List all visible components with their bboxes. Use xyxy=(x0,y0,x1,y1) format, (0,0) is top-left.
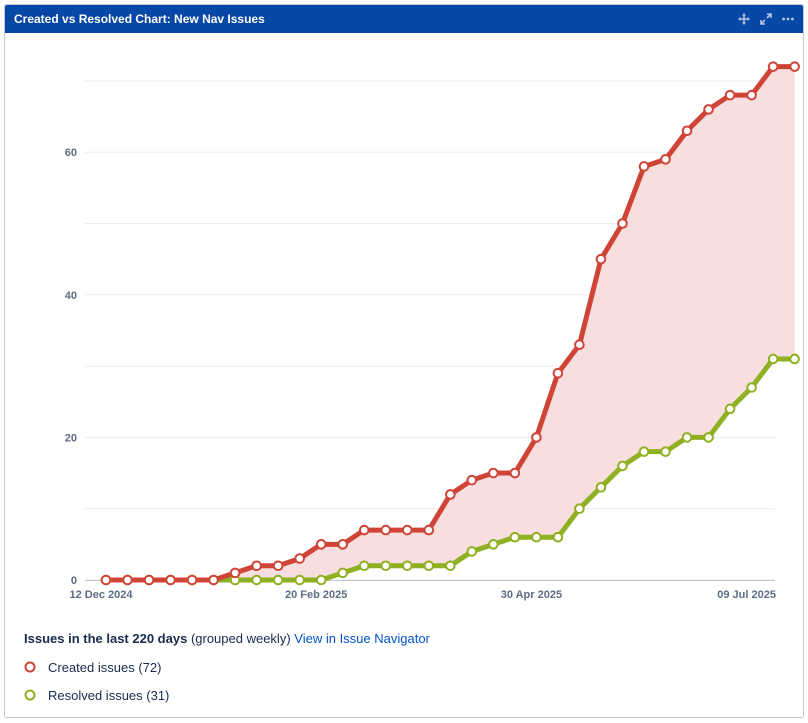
created-point[interactable] xyxy=(229,567,241,579)
created-point[interactable] xyxy=(595,253,607,265)
y-tick-label: 40 xyxy=(65,290,77,302)
created-point[interactable] xyxy=(315,539,327,550)
created-point[interactable] xyxy=(358,524,370,536)
issue-navigator-link[interactable]: View in Issue Navigator xyxy=(294,631,430,646)
created-point[interactable] xyxy=(638,161,650,172)
created-point[interactable] xyxy=(552,367,564,379)
resolved-point[interactable] xyxy=(509,531,521,543)
created-point[interactable] xyxy=(789,61,800,72)
x-tick-label: 20 Feb 2025 xyxy=(285,589,347,601)
resolved-point[interactable] xyxy=(445,560,456,572)
x-tick-label: 09 Jul 2025 xyxy=(717,589,776,601)
resolved-point[interactable] xyxy=(488,539,499,550)
summary-grouping: (grouped weekly) xyxy=(190,631,291,646)
legend-created[interactable]: Created issues (72) xyxy=(24,657,430,677)
created-point[interactable] xyxy=(122,574,133,586)
resolved-marker-icon xyxy=(24,689,36,701)
resolved-point[interactable] xyxy=(466,546,478,557)
created-point[interactable] xyxy=(165,574,176,586)
resolved-point[interactable] xyxy=(423,560,435,572)
created-point[interactable] xyxy=(703,104,714,115)
resolved-point[interactable] xyxy=(595,482,607,493)
resolved-point[interactable] xyxy=(703,432,714,443)
created-point[interactable] xyxy=(617,218,628,229)
created-point[interactable] xyxy=(681,125,693,137)
resolved-point[interactable] xyxy=(767,353,779,365)
created-point[interactable] xyxy=(767,61,779,72)
legend-resolved-label: Resolved issues (31) xyxy=(48,687,170,703)
summary-period: Issues in the last 220 days xyxy=(24,631,188,646)
resolved-point[interactable] xyxy=(294,574,305,586)
created-point[interactable] xyxy=(251,560,262,572)
chart-gadget: Created vs Resolved Chart: New Nav Issue… xyxy=(4,4,804,718)
resolved-point[interactable] xyxy=(724,403,736,415)
chart-summary: Issues in the last 220 days (grouped wee… xyxy=(24,629,430,649)
created-point[interactable] xyxy=(100,574,112,586)
expand-icon[interactable] xyxy=(759,12,773,26)
resolved-point[interactable] xyxy=(337,567,349,579)
y-tick-label: 20 xyxy=(65,432,77,444)
created-point[interactable] xyxy=(509,467,521,479)
legend-area: Issues in the last 220 days (grouped wee… xyxy=(24,629,430,705)
move-icon[interactable] xyxy=(737,12,751,26)
resolved-point[interactable] xyxy=(315,574,327,586)
resolved-point[interactable] xyxy=(272,574,284,586)
created-point[interactable] xyxy=(294,553,305,564)
resolved-point[interactable] xyxy=(251,574,262,586)
created-point[interactable] xyxy=(531,432,542,443)
created-point[interactable] xyxy=(445,489,456,500)
created-point[interactable] xyxy=(574,339,585,351)
created-point[interactable] xyxy=(272,560,284,572)
gadget-header: Created vs Resolved Chart: New Nav Issue… xyxy=(5,5,803,33)
resolved-point[interactable] xyxy=(617,460,628,472)
created-point[interactable] xyxy=(380,524,392,536)
resolved-point[interactable] xyxy=(681,432,693,443)
legend-created-label: Created issues (72) xyxy=(48,659,162,675)
created-point[interactable] xyxy=(143,574,155,586)
y-tick-label: 60 xyxy=(65,147,77,159)
legend-resolved[interactable]: Resolved issues (31) xyxy=(24,685,430,705)
resolved-point[interactable] xyxy=(380,560,392,572)
gridlines xyxy=(85,80,775,581)
resolved-point[interactable] xyxy=(574,503,585,515)
created-marker-icon xyxy=(24,661,36,673)
created-point[interactable] xyxy=(401,524,413,536)
created-resolved-gap-area xyxy=(106,66,795,580)
resolved-point[interactable] xyxy=(401,560,413,572)
created-point[interactable] xyxy=(466,474,478,486)
resolved-point[interactable] xyxy=(660,446,671,457)
resolved-point[interactable] xyxy=(638,446,650,457)
created-vs-resolved-chart: 0 20 40 60 12 Dec 2024 20 Feb 2025 30 Apr 2025… xyxy=(65,61,800,601)
created-point[interactable] xyxy=(488,467,499,479)
created-point[interactable] xyxy=(186,574,198,586)
resolved-point[interactable] xyxy=(552,531,564,543)
resolved-point[interactable] xyxy=(746,382,757,393)
created-point[interactable] xyxy=(337,539,349,550)
created-point[interactable] xyxy=(208,574,219,586)
created-point[interactable] xyxy=(423,524,435,536)
more-icon[interactable] xyxy=(781,12,795,26)
resolved-point[interactable] xyxy=(531,531,542,543)
created-point[interactable] xyxy=(746,89,757,101)
y-tick-label: 0 xyxy=(71,575,77,587)
created-point[interactable] xyxy=(660,154,671,165)
resolved-point[interactable] xyxy=(789,353,800,365)
created-point[interactable] xyxy=(724,89,736,101)
x-tick-label: 30 Apr 2025 xyxy=(501,589,562,601)
resolved-point[interactable] xyxy=(358,560,370,572)
gadget-title: Created vs Resolved Chart: New Nav Issue… xyxy=(14,12,265,26)
gadget-tools xyxy=(737,12,795,26)
x-tick-label: 12 Dec 2024 xyxy=(70,589,134,601)
